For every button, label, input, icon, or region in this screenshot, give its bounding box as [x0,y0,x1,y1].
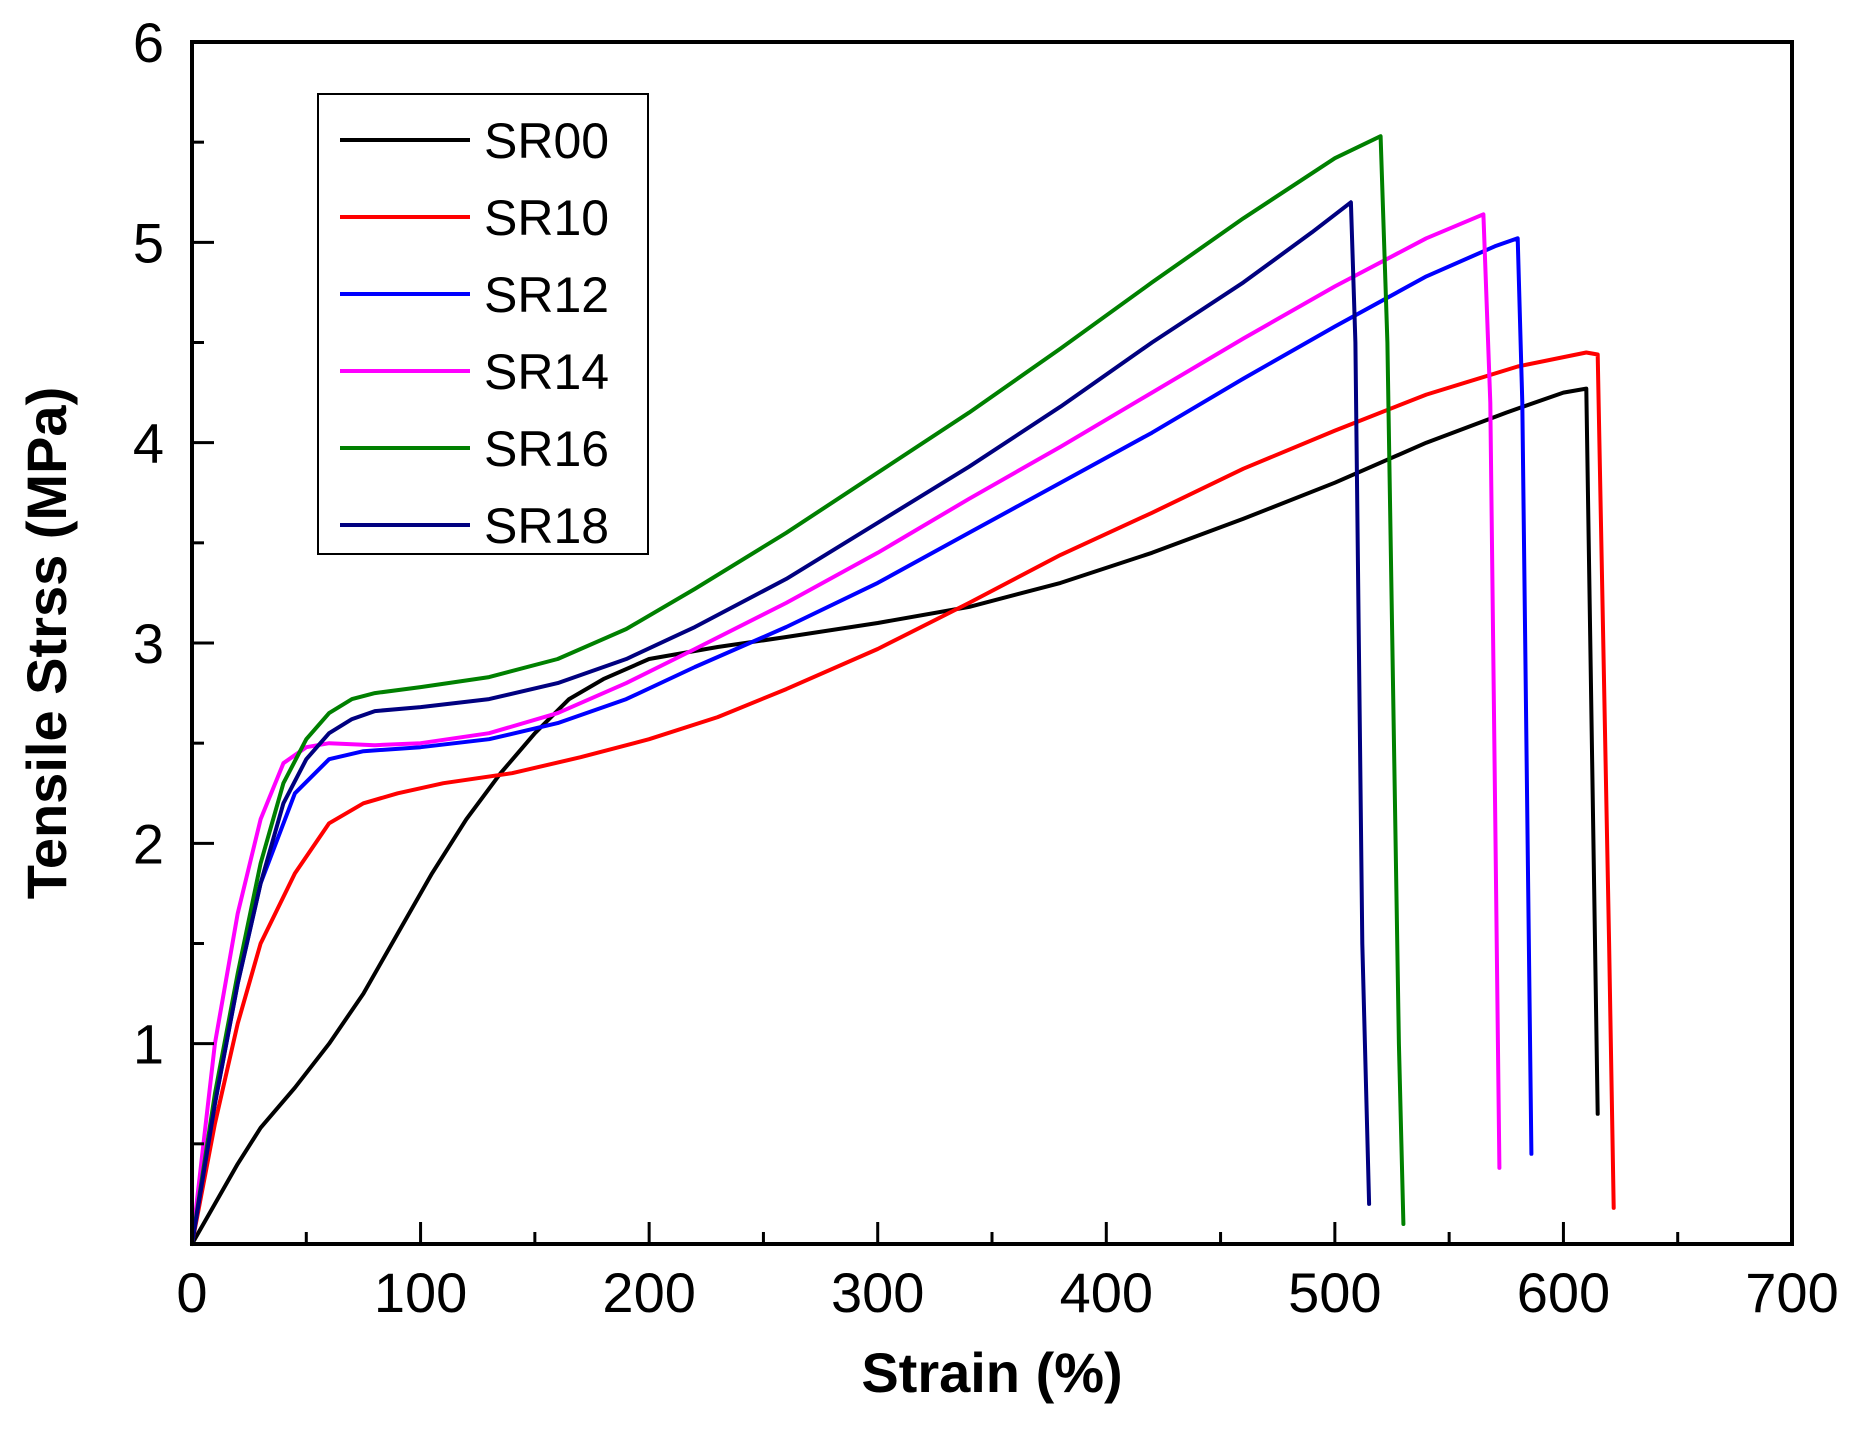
legend: SR00 SR10 SR12 SR14 SR16 SR18 [317,93,649,555]
y-tick-label: 2 [133,812,164,875]
x-tick-label: 600 [1517,1261,1610,1324]
x-tick-label: 400 [1060,1261,1153,1324]
series-line-sr16 [190,134,1406,1246]
x-tick-label: 500 [1288,1261,1381,1324]
legend-label-sr00: SR00 [484,113,609,169]
y-tick-label: 1 [133,1013,164,1076]
legend-box [317,93,649,555]
y-tick-label: 6 [133,11,164,74]
x-tick-label: 700 [1745,1261,1838,1324]
legend-label-sr18: SR18 [484,498,609,554]
series-line-sr18 [190,200,1372,1246]
x-tick-label: 100 [374,1261,467,1324]
legend-label-sr12: SR12 [484,267,609,323]
series-line-sr00 [190,386,1600,1246]
legend-label-sr10: SR10 [484,190,609,246]
x-tick-label: 0 [176,1261,207,1324]
y-tick-label: 5 [133,211,164,274]
y-tick-label: 4 [133,412,164,475]
legend-label-sr14: SR14 [484,344,609,400]
series-line-sr12 [190,236,1534,1246]
x-tick-label: 200 [602,1261,695,1324]
y-axis-title: Tensile Strss (MPa) [15,387,78,899]
legend-label-sr16: SR16 [484,421,609,477]
x-axis-title: Strain (%) [861,1341,1122,1404]
x-tick-label: 300 [831,1261,924,1324]
series-line-sr10 [190,350,1616,1246]
ticks-layer [190,40,1794,1246]
y-tick-label: 3 [133,612,164,675]
series-layer [190,134,1616,1246]
tick-labels: 0 100 200 300 400 500 600 700 1 2 3 4 5 6 [133,11,1839,1324]
series-line-sr14 [190,212,1502,1246]
